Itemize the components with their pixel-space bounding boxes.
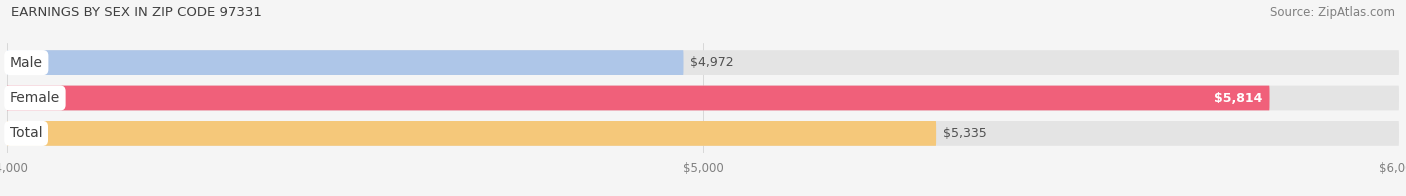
FancyBboxPatch shape — [7, 50, 683, 75]
Text: Male: Male — [10, 56, 42, 70]
FancyBboxPatch shape — [7, 121, 1399, 146]
Text: Source: ZipAtlas.com: Source: ZipAtlas.com — [1270, 6, 1395, 19]
FancyBboxPatch shape — [7, 86, 1399, 110]
Text: EARNINGS BY SEX IN ZIP CODE 97331: EARNINGS BY SEX IN ZIP CODE 97331 — [11, 6, 262, 19]
Text: $5,814: $5,814 — [1215, 92, 1263, 104]
Text: $5,335: $5,335 — [943, 127, 987, 140]
FancyBboxPatch shape — [7, 121, 936, 146]
Text: Female: Female — [10, 91, 60, 105]
Text: Total: Total — [10, 126, 42, 140]
Text: $4,972: $4,972 — [690, 56, 734, 69]
FancyBboxPatch shape — [7, 86, 1270, 110]
FancyBboxPatch shape — [7, 50, 1399, 75]
